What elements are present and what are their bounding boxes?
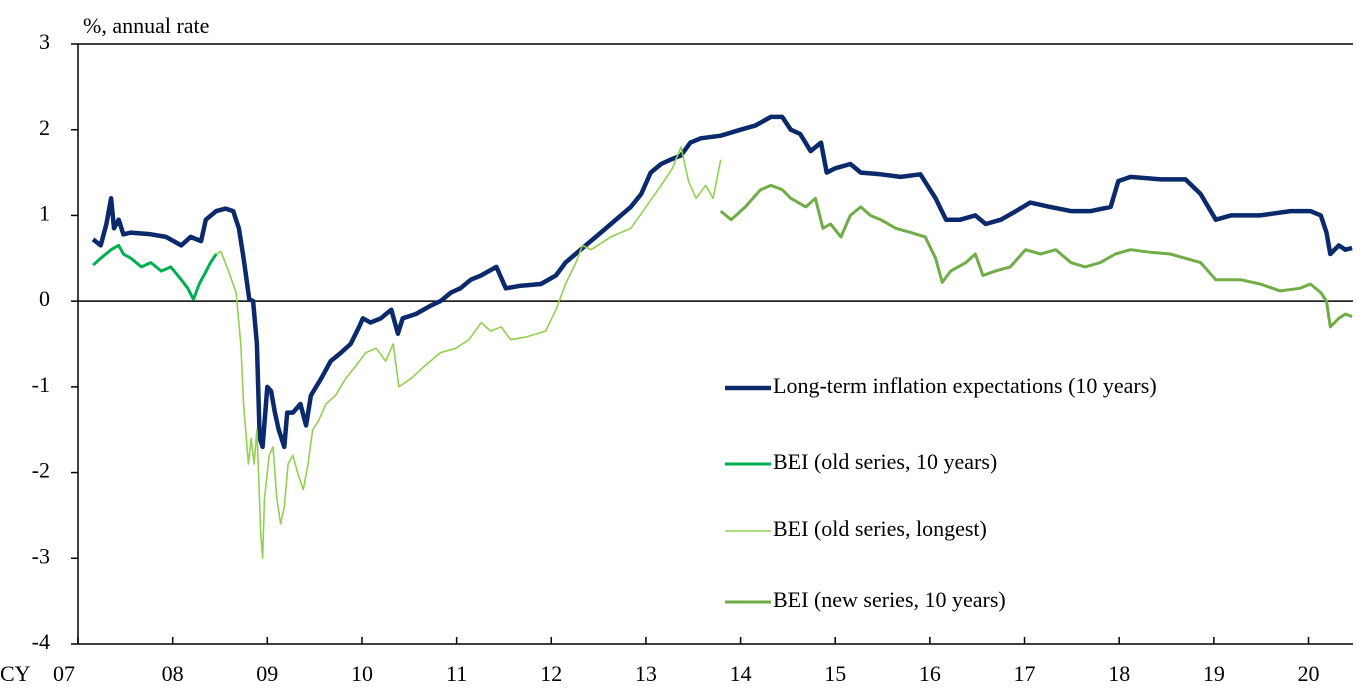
y-tick-label: 0 [39,286,50,311]
series-line [92,243,218,301]
x-tick-label: 10 [351,661,373,686]
y-tick-label: -2 [32,458,50,483]
series-line [719,183,1353,329]
x-axis-label: CY [0,661,31,686]
series-line [91,114,1353,450]
x-tick-label: 07 [53,661,75,686]
x-tick-label: 16 [919,661,941,686]
x-tick-label: 12 [540,661,562,686]
x-tick-label: 15 [824,661,846,686]
y-tick-label: -1 [32,372,50,397]
y-tick-label: 2 [39,115,50,140]
series-line [215,146,722,560]
y-axis-label: %, annual rate [83,13,209,38]
legend-label: BEI (old series, longest) [773,516,987,541]
y-tick-label: -4 [32,629,50,654]
x-tick-label: 14 [730,661,752,686]
y-tick-label: -3 [32,543,50,568]
legend-label: Long-term inflation expectations (10 yea… [773,373,1157,398]
legend-label: BEI (old series, 10 years) [773,449,997,474]
x-tick-label: 11 [446,661,467,686]
x-tick-label: 13 [635,661,657,686]
x-tick-label: 18 [1108,661,1130,686]
x-tick-label: 19 [1203,661,1225,686]
y-tick-label: 1 [39,200,50,225]
x-tick-label: 08 [162,661,184,686]
x-tick-label: 17 [1014,661,1036,686]
x-tick-label: 09 [256,661,278,686]
legend-label: BEI (new series, 10 years) [773,587,1006,612]
y-tick-label: 3 [39,29,50,54]
x-tick-label: 20 [1298,661,1320,686]
